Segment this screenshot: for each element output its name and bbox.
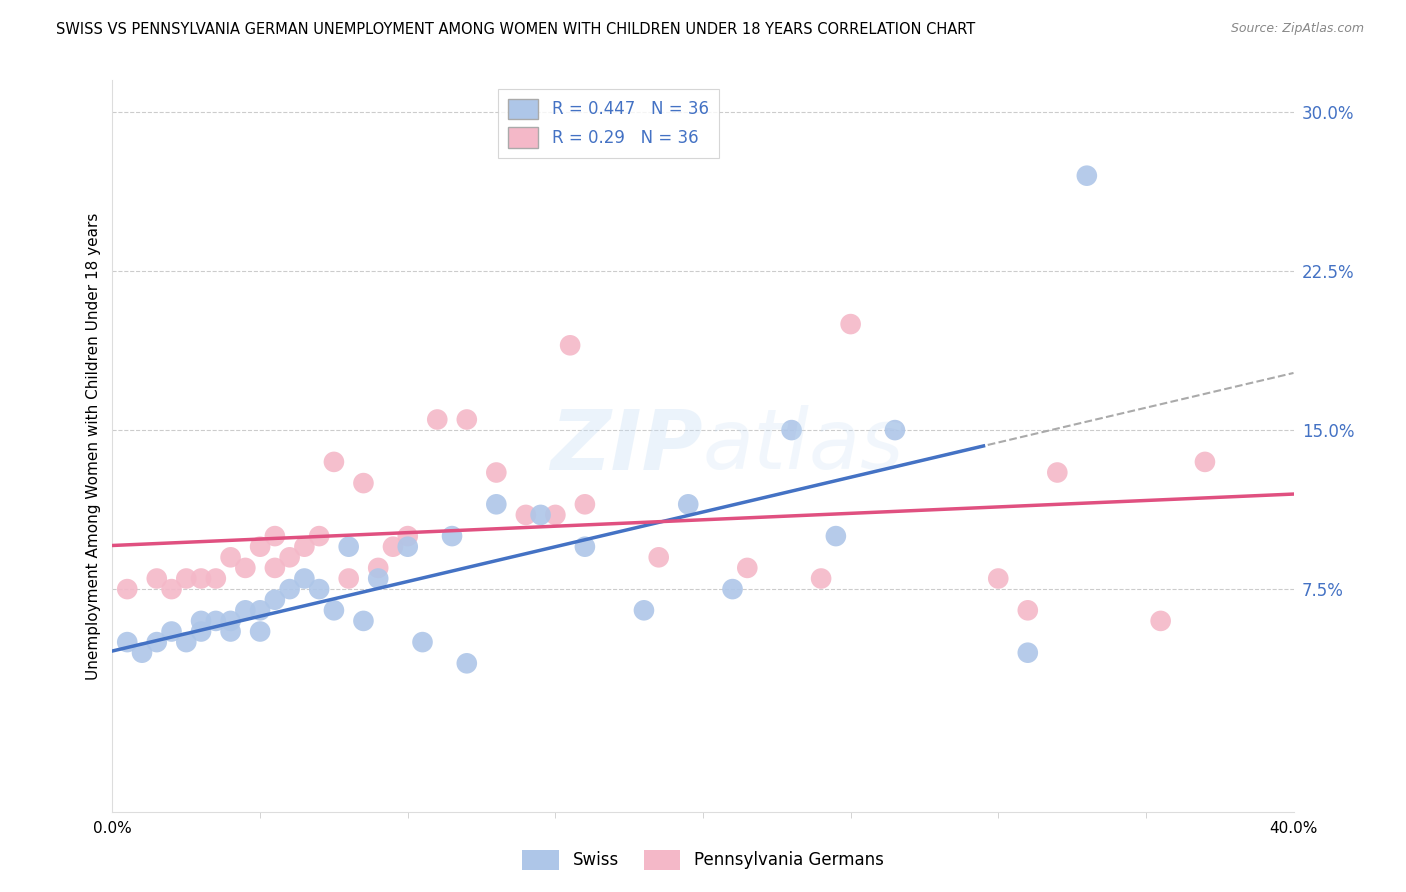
Point: [839, 317, 862, 331]
Point: [264, 561, 287, 575]
Legend: Swiss, Pennsylvania Germans: Swiss, Pennsylvania Germans: [516, 843, 890, 877]
Point: [382, 540, 405, 554]
Point: [678, 497, 700, 511]
Point: [529, 508, 551, 522]
Point: [456, 412, 478, 426]
Point: [308, 529, 330, 543]
Point: [278, 582, 301, 596]
Point: [205, 614, 228, 628]
Point: [824, 529, 846, 543]
Point: [205, 572, 228, 586]
Point: [633, 603, 655, 617]
Y-axis label: Unemployment Among Women with Children Under 18 years: Unemployment Among Women with Children U…: [86, 212, 101, 680]
Point: [117, 635, 138, 649]
Point: [278, 550, 301, 565]
Point: [721, 582, 744, 596]
Point: [456, 657, 478, 671]
Point: [323, 455, 346, 469]
Point: [574, 497, 596, 511]
Point: [558, 338, 582, 352]
Point: [485, 466, 508, 480]
Point: [1017, 603, 1039, 617]
Point: [174, 572, 197, 586]
Point: [411, 635, 433, 649]
Point: [219, 624, 242, 639]
Point: [544, 508, 567, 522]
Point: [308, 582, 330, 596]
Text: ZIP: ZIP: [550, 406, 703, 486]
Point: [396, 540, 419, 554]
Point: [174, 635, 197, 649]
Point: [367, 561, 389, 575]
Point: [233, 561, 256, 575]
Point: [190, 614, 212, 628]
Point: [810, 572, 832, 586]
Point: [1076, 169, 1098, 183]
Point: [160, 582, 183, 596]
Point: [190, 624, 212, 639]
Point: [337, 540, 360, 554]
Point: [146, 635, 169, 649]
Point: [219, 614, 242, 628]
Point: [1046, 466, 1069, 480]
Point: [264, 529, 287, 543]
Point: [352, 614, 374, 628]
Point: [117, 582, 138, 596]
Text: SWISS VS PENNSYLVANIA GERMAN UNEMPLOYMENT AMONG WOMEN WITH CHILDREN UNDER 18 YEA: SWISS VS PENNSYLVANIA GERMAN UNEMPLOYMEN…: [56, 22, 976, 37]
Point: [160, 624, 183, 639]
Point: [233, 603, 256, 617]
Point: [1194, 455, 1216, 469]
Point: [441, 529, 464, 543]
Point: [737, 561, 759, 575]
Point: [337, 572, 360, 586]
Point: [249, 540, 271, 554]
Point: [987, 572, 1010, 586]
Text: atlas: atlas: [703, 406, 904, 486]
Point: [1017, 646, 1039, 660]
Point: [1150, 614, 1173, 628]
Text: Source: ZipAtlas.com: Source: ZipAtlas.com: [1230, 22, 1364, 36]
Point: [647, 550, 671, 565]
Point: [884, 423, 907, 437]
Point: [367, 572, 389, 586]
Point: [396, 529, 419, 543]
Point: [574, 540, 596, 554]
Point: [190, 572, 212, 586]
Point: [292, 540, 315, 554]
Point: [292, 572, 315, 586]
Point: [249, 624, 271, 639]
Point: [146, 572, 169, 586]
Point: [426, 412, 449, 426]
Point: [352, 476, 374, 491]
Point: [249, 603, 271, 617]
Point: [219, 550, 242, 565]
Point: [780, 423, 803, 437]
Point: [515, 508, 537, 522]
Point: [264, 592, 287, 607]
Point: [131, 646, 153, 660]
Point: [485, 497, 508, 511]
Point: [323, 603, 346, 617]
